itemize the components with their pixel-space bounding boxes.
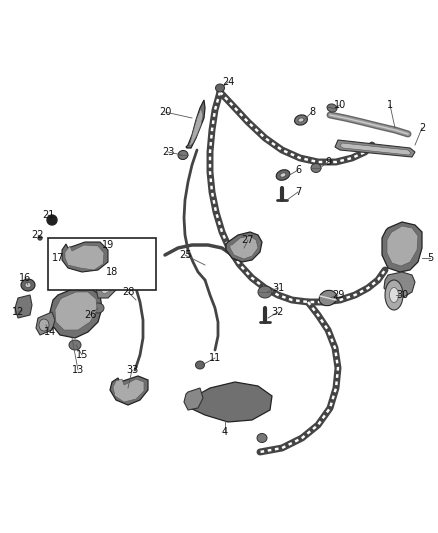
Text: 19: 19 [102,240,114,250]
Text: 28: 28 [122,287,134,297]
Polygon shape [189,108,203,146]
Polygon shape [50,288,102,338]
Polygon shape [15,295,32,318]
Text: 27: 27 [242,235,254,245]
Polygon shape [387,226,418,266]
Ellipse shape [25,282,31,287]
Ellipse shape [257,433,267,442]
Ellipse shape [92,303,104,313]
Polygon shape [230,236,258,259]
Text: 17: 17 [52,253,64,263]
Polygon shape [226,232,262,262]
Circle shape [38,236,42,240]
Text: 4: 4 [222,427,228,437]
Text: 20: 20 [159,107,171,117]
Ellipse shape [385,280,403,310]
Text: 1: 1 [387,100,393,110]
Ellipse shape [69,340,81,350]
Text: 33: 33 [126,365,138,375]
Polygon shape [340,143,411,155]
Ellipse shape [298,118,304,122]
Ellipse shape [195,361,205,369]
Ellipse shape [258,286,272,298]
Ellipse shape [319,290,337,306]
Text: 5: 5 [427,253,433,263]
Ellipse shape [21,279,35,291]
Polygon shape [188,382,272,422]
Text: 16: 16 [19,273,31,283]
Text: 31: 31 [272,283,284,293]
Polygon shape [110,376,148,405]
Polygon shape [55,292,97,330]
Circle shape [47,215,57,225]
Text: 7: 7 [295,187,301,197]
FancyBboxPatch shape [48,238,156,290]
Text: 18: 18 [106,267,118,277]
Text: 9: 9 [325,157,331,167]
Text: 23: 23 [162,147,174,157]
Polygon shape [96,272,118,298]
Polygon shape [113,379,144,402]
Ellipse shape [295,115,307,125]
Polygon shape [62,242,108,272]
Polygon shape [382,222,422,272]
Text: 21: 21 [42,210,54,220]
Text: 10: 10 [334,100,346,110]
Ellipse shape [280,173,286,177]
Ellipse shape [215,84,225,92]
Text: 22: 22 [32,230,44,240]
Text: 14: 14 [44,327,56,337]
Text: 11: 11 [209,353,221,363]
Polygon shape [335,140,415,157]
Text: 26: 26 [84,310,96,320]
Ellipse shape [311,164,321,173]
Ellipse shape [39,319,49,331]
Ellipse shape [178,150,188,159]
Polygon shape [100,275,115,294]
Text: 15: 15 [76,350,88,360]
Ellipse shape [389,287,399,303]
Ellipse shape [66,260,78,270]
Text: 12: 12 [12,307,24,317]
Polygon shape [186,100,205,148]
Text: 13: 13 [72,365,84,375]
Text: 24: 24 [222,77,234,87]
Text: 8: 8 [309,107,315,117]
Text: 32: 32 [272,307,284,317]
Ellipse shape [327,104,337,112]
Polygon shape [184,388,203,410]
Polygon shape [65,245,104,270]
Text: 30: 30 [396,290,408,300]
Text: 29: 29 [332,290,344,300]
Text: 25: 25 [179,250,191,260]
Text: 6: 6 [295,165,301,175]
Text: 2: 2 [419,123,425,133]
Ellipse shape [276,169,290,180]
Polygon shape [384,272,415,298]
Polygon shape [36,312,55,335]
